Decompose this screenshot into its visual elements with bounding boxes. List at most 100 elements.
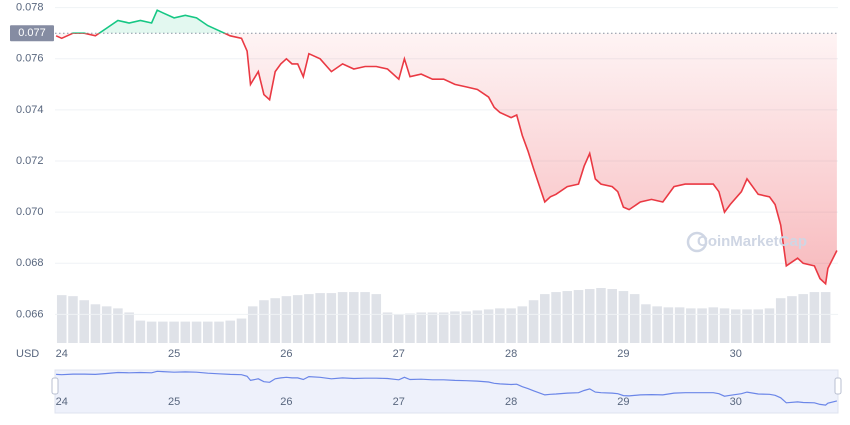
- volume-bar: [247, 306, 258, 343]
- navigator-tick-label: 24: [56, 396, 68, 408]
- volume-bar: [236, 318, 247, 343]
- volume-bar: [528, 300, 539, 343]
- volume-bar: [472, 310, 483, 343]
- y-tick-label: 0.078: [16, 2, 44, 14]
- volume-bar: [259, 300, 269, 343]
- y-tick-label: 0.076: [16, 53, 44, 65]
- reference-label-box: [10, 25, 54, 42]
- volume-bar: [483, 309, 494, 343]
- volume-bar: [180, 321, 191, 343]
- y-tick-label: 0.070: [16, 206, 44, 218]
- volume-bar: [551, 292, 561, 343]
- volume-bar: [191, 321, 202, 343]
- volume-bar: [686, 308, 696, 343]
- volume-bar: [674, 307, 685, 343]
- volume-bar: [113, 308, 123, 343]
- volume-bar: [730, 309, 741, 343]
- volume-bar: [281, 296, 292, 343]
- volume-bar: [292, 295, 303, 343]
- y-tick-label: 0.074: [16, 104, 44, 116]
- volume-bar: [697, 308, 707, 343]
- x-tick-label: 26: [280, 348, 292, 360]
- volume-bar: [540, 294, 550, 343]
- volume-bar: [596, 288, 606, 343]
- x-tick-label: 30: [730, 348, 742, 360]
- volume-bar: [405, 313, 415, 343]
- volume-bar: [326, 293, 337, 343]
- navigator-handle[interactable]: [834, 377, 842, 395]
- navigator-handle[interactable]: [51, 377, 59, 395]
- reference-label: 0.077: [18, 27, 46, 39]
- volume-bar: [382, 312, 393, 343]
- volume-bar: [753, 309, 764, 343]
- volume-bar: [371, 294, 382, 343]
- volume-bar: [169, 321, 179, 343]
- volume-bar: [461, 311, 471, 343]
- y-tick-label: 0.068: [16, 257, 44, 269]
- volume-bar: [618, 291, 629, 343]
- x-tick-label: 27: [393, 348, 405, 360]
- volume-bar: [393, 314, 404, 343]
- volume-bar: [101, 306, 112, 343]
- price-line-down: [55, 33, 838, 286]
- volume-bar: [349, 292, 359, 343]
- volume-bar: [517, 306, 528, 343]
- volume-bar: [225, 320, 236, 343]
- volume-bar: [562, 291, 573, 343]
- volume-bar: [798, 294, 808, 343]
- volume-bar: [506, 308, 516, 343]
- volume-bar: [427, 312, 438, 343]
- volume-bar: [629, 294, 640, 343]
- volume-bar: [135, 320, 146, 343]
- price-line-up: [70, 9, 227, 34]
- volume-bar: [360, 292, 370, 343]
- watermark: CoinMarketCap: [697, 233, 807, 250]
- volume-bar: [315, 293, 325, 343]
- volume-bar: [573, 290, 584, 343]
- volume-bar: [809, 292, 820, 343]
- y-tick-label: 0.072: [16, 155, 44, 167]
- y-tick-label: 0.066: [16, 308, 44, 320]
- x-tick-label: 29: [617, 348, 629, 360]
- volume-bar: [214, 321, 224, 343]
- volume-bar: [495, 308, 505, 343]
- volume-bar: [68, 296, 78, 343]
- volume-bar: [719, 308, 730, 343]
- volume-bar: [56, 295, 67, 343]
- volume-bar: [584, 289, 595, 343]
- volume-bar: [304, 294, 314, 343]
- currency-label: USD: [16, 348, 39, 360]
- volume-bar: [90, 304, 101, 343]
- volume-bar: [124, 312, 134, 343]
- x-tick-label: 24: [56, 348, 68, 360]
- volume-bar: [438, 312, 449, 343]
- navigator-tick-label: 26: [280, 396, 292, 408]
- volume-bar: [820, 292, 831, 343]
- volume-bar: [158, 321, 168, 343]
- volume-bar: [775, 298, 786, 343]
- volume-bar: [79, 300, 89, 343]
- x-tick-label: 28: [505, 348, 517, 360]
- volume-bar: [607, 289, 617, 343]
- volume-bar: [270, 298, 280, 343]
- navigator-tick-label: 30: [730, 396, 742, 408]
- volume-bar: [416, 312, 426, 343]
- watermark-logo: [686, 231, 708, 253]
- volume-bar: [450, 311, 460, 343]
- volume-bar: [203, 321, 213, 343]
- x-tick-label: 25: [168, 348, 180, 360]
- navigator-tick-label: 29: [617, 396, 629, 408]
- volume-bar: [337, 292, 348, 343]
- navigator-line: [56, 370, 838, 406]
- volume-bar: [787, 296, 797, 343]
- volume-bar: [652, 306, 662, 343]
- volume-bar: [764, 308, 775, 343]
- navigator-tick-label: 27: [393, 396, 405, 408]
- volume-bar: [663, 307, 674, 343]
- volume-bar: [708, 307, 719, 343]
- price-area-down: [56, 33, 837, 284]
- volume-bar: [146, 321, 157, 343]
- volume-bar: [641, 304, 651, 343]
- volume-bar: [742, 309, 752, 343]
